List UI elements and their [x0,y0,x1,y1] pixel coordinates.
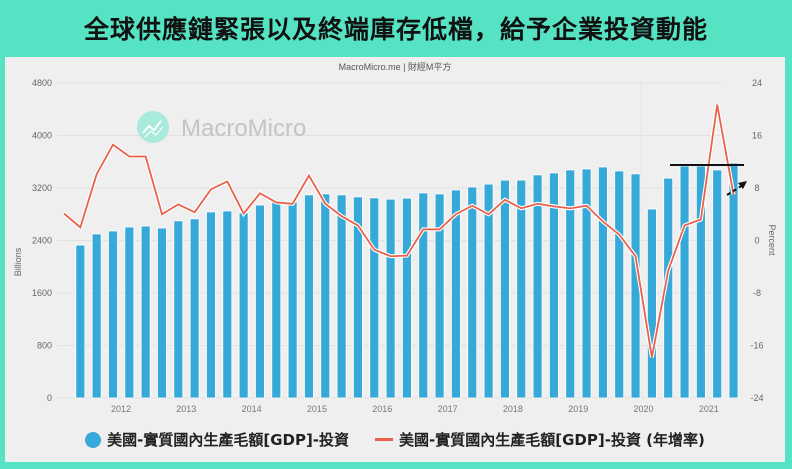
x-tick-label: 2014 [242,404,262,414]
bar [140,225,151,399]
x-tick-label: 2016 [372,404,392,414]
dashed-arrow [726,184,744,196]
bar [712,169,723,399]
left-tick-label: 800 [37,341,52,351]
x-tick-label: 2018 [503,404,523,414]
x-tick-label: 2017 [438,404,458,414]
axes: 4800 24 4000 16 3200 8 2400 0 1600 -8 800 -16 0 -24 Bi… [13,78,777,414]
bar [402,197,412,399]
watermark-text: MacroMicro [181,115,306,142]
bar [271,201,282,399]
left-tick-label: 4800 [32,78,52,88]
bar [385,198,396,399]
bar-series [75,162,739,399]
bar [206,211,216,399]
bar [75,244,86,399]
bar [597,166,608,399]
right-tick-label: -8 [753,288,761,298]
circle-marker-icon [85,431,102,448]
chart-plot: MacroMicro 4800 24 4000 16 3200 8 2400 0 1600 -8 8… [13,78,777,414]
bar [532,174,543,399]
legend-label: 美國-實質國內生產毛額[GDP]-投資 (年增率) [399,431,705,449]
gridlines [57,82,721,399]
bar [679,165,690,399]
bar [287,201,298,399]
bar [91,233,102,399]
bar [124,226,135,399]
right-tick-label: -24 [750,393,763,403]
x-tick-label: 2019 [568,404,588,414]
bar [418,192,429,399]
page-title: 全球供應鏈緊張以及終端庫存低檔，給予企業投資動能 [83,14,708,44]
left-axis-label: Billions [13,247,23,276]
bar [549,172,559,399]
x-tick-label: 2015 [307,404,327,414]
left-tick-label: 4000 [32,131,52,141]
left-tick-label: 0 [47,393,52,403]
yoy-line [63,104,735,358]
chart-panel: MacroMicro.me | 財經M平方 MacroMicro 4800 24 4… [5,57,785,462]
arrow-head-icon [738,181,747,189]
bar [565,169,576,399]
bar [614,170,625,399]
bar [483,183,494,399]
bar [255,204,265,399]
bar [353,196,363,399]
bar [369,197,380,399]
right-tick-label: 0 [754,236,759,246]
bar [646,208,657,399]
legend: 美國-實質國內生產毛額[GDP]-投資 美國-實質國內生產毛額[GDP]-投資 … [5,429,785,450]
bar [238,212,249,399]
bar [336,194,347,399]
line-marker-icon [375,438,394,441]
right-tick-label: -16 [750,341,763,351]
x-tick-label: 2020 [634,404,654,414]
right-axis-label: Percent [767,224,777,256]
bar [157,227,167,399]
bar [516,179,527,399]
right-tick-label: 16 [752,131,762,141]
legend-item-line[interactable]: 美國-實質國內生產毛額[GDP]-投資 (年增率) [375,429,705,450]
chart-source: MacroMicro.me | 財經M平方 [338,62,452,72]
bar [451,189,461,399]
right-tick-label: 8 [754,183,759,193]
bar [434,193,445,399]
bar [467,186,478,399]
left-tick-label: 3200 [32,183,52,193]
bar [695,165,706,399]
bar [189,218,200,399]
left-tick-label: 2400 [32,236,52,246]
bar [304,194,314,399]
bar [173,220,184,399]
x-tick-label: 2013 [176,404,196,414]
bar [222,210,233,399]
x-tick-label: 2021 [699,404,719,414]
right-tick-label: 24 [752,78,762,88]
x-tick-label: 2012 [111,404,131,414]
bar [320,193,331,399]
left-tick-label: 1600 [32,288,52,298]
bar [500,179,510,399]
legend-item-bar[interactable]: 美國-實質國內生產毛額[GDP]-投資 [85,429,349,450]
bar [728,162,739,399]
bar [581,168,592,399]
bar [108,230,118,399]
title-bar: 全球供應鏈緊張以及終端庫存低檔，給予企業投資動能 [0,0,792,55]
watermark: MacroMicro [137,111,306,143]
line-series [62,104,736,358]
legend-label: 美國-實質國內生產毛額[GDP]-投資 [107,431,350,449]
annotation [670,164,747,196]
